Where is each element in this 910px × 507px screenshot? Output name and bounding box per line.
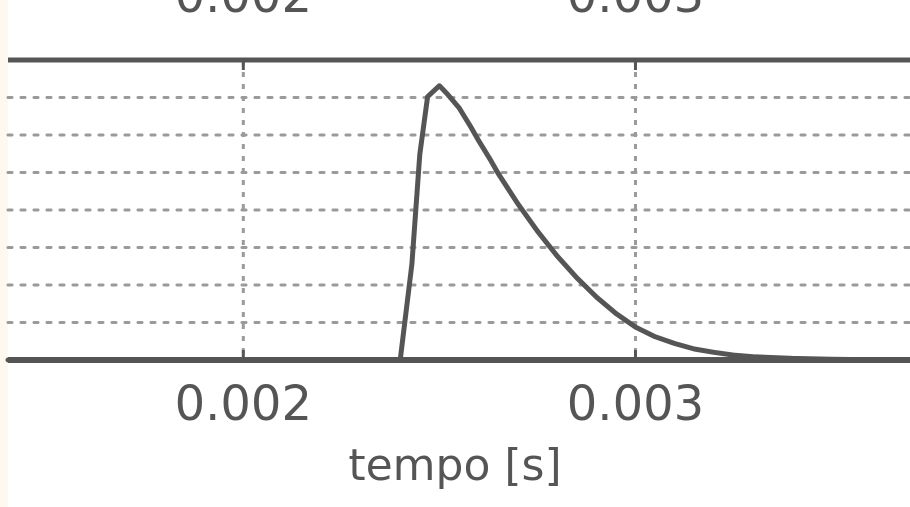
series-layer	[5, 83, 910, 363]
grid-layer	[6, 60, 910, 360]
chart-canvas	[8, 0, 910, 507]
upper-cropped-tick-label: 0.002	[175, 0, 312, 24]
x-tick-label: 0.002	[175, 376, 312, 432]
label-layer: tempo [s] 0.002 0.003 0.002 0.003	[175, 0, 705, 491]
upper-cropped-tick-label: 0.003	[567, 0, 704, 24]
series-line	[5, 83, 910, 363]
x-tick-label: 0.003	[567, 376, 704, 432]
x-axis-label: tempo [s]	[348, 440, 561, 491]
